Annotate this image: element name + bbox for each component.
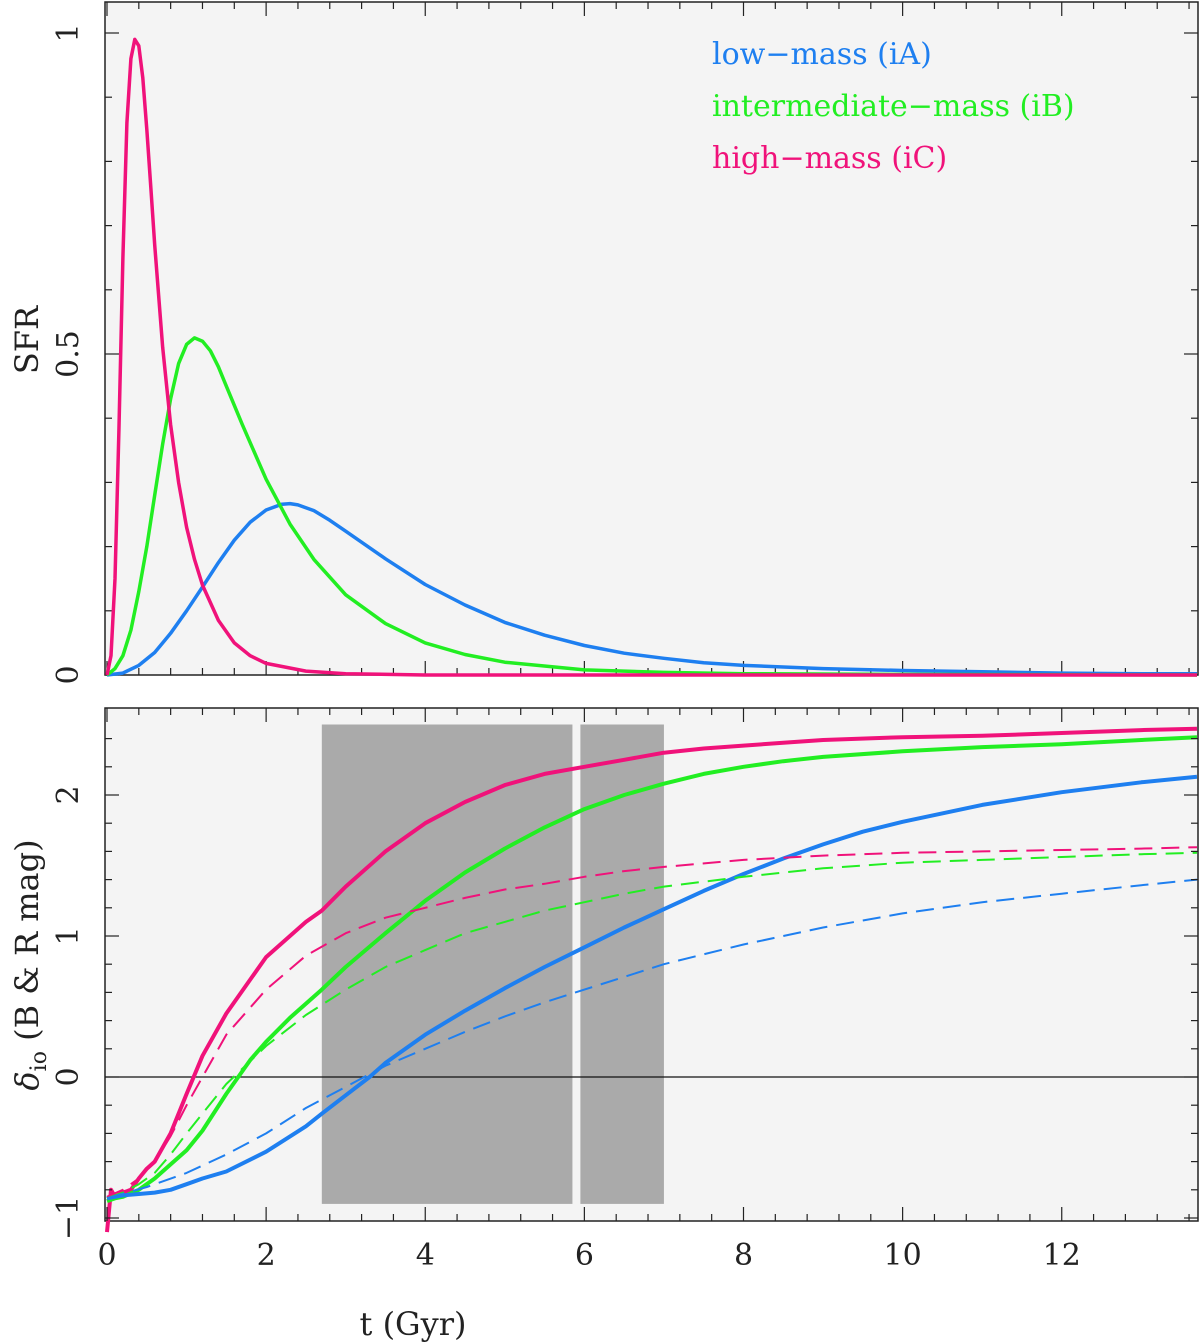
delta-y-tick-labels: −1 0 1 2 (51, 785, 86, 1240)
delta-subscript: io (27, 1051, 52, 1071)
sfr-y-axis-label: SFR (8, 305, 46, 374)
delta-symbol: δ (8, 1071, 46, 1090)
x-tick-labels: 0 2 4 6 8 10 12 (97, 1238, 1080, 1273)
legend-entry-intermediate-mass-ib: intermediate−mass (iB) (712, 89, 1075, 124)
delta-y-tick-label: 2 (51, 785, 86, 804)
delta-y-axis-label: δio (B & R mag) (8, 839, 52, 1090)
sfr-panel-background (104, 1, 1199, 676)
shaded-region (321, 724, 573, 1204)
delta-y-tick-label: 1 (51, 926, 86, 945)
x-axis-label: t (Gyr) (360, 1305, 467, 1343)
chart-legend: low−mass (iA) intermediate−mass (iB) high−… (712, 37, 1075, 176)
sfr-panel: 00.51 SFR low−mass (iA)intermediate−mass… (8, 1, 1199, 685)
delta-line-high-mass-ic-dashed (106, 846, 1198, 1198)
shaded-regions (321, 724, 664, 1204)
x-tick-label: 12 (1043, 1238, 1081, 1273)
sfr-line-low-mass-ia (106, 501, 1197, 677)
x-tick-label: 10 (884, 1238, 922, 1273)
delta-line-intermediate-mass-ib-solid (106, 735, 1198, 1203)
delta-label-rest: (B & R mag) (8, 839, 46, 1051)
sfr-y-tick-label: 1 (51, 23, 86, 42)
delta-y-tick-label: −1 (51, 1196, 86, 1240)
sfr-line-high-mass-ic (105, 37, 1197, 677)
sfr-line-intermediate-mass-ib (105, 336, 1198, 677)
x-tick-label: 0 (97, 1238, 116, 1273)
delta-series-group (105, 726, 1198, 1233)
delta-line-intermediate-mass-ib-dashed (106, 851, 1198, 1200)
x-tick-label: 8 (734, 1238, 753, 1273)
delta-panel-ticks (105, 708, 1198, 1221)
legend-entry-low-mass-ia: low−mass (iA) (712, 37, 932, 72)
sfr-y-tick-label: 0 (51, 665, 86, 684)
delta-line-low-mass-ia-solid (106, 774, 1198, 1201)
delta-line-low-mass-ia-dashed (106, 878, 1198, 1200)
sfr-y-tick-label: 0.5 (51, 330, 86, 378)
legend-entry-high-mass-ic: high−mass (iC) (712, 141, 947, 176)
x-tick-label: 2 (257, 1238, 276, 1273)
sfr-y-tick-labels: 00.51 (51, 23, 86, 684)
x-tick-label: 4 (416, 1238, 435, 1273)
delta-y-tick-label: 0 (51, 1067, 86, 1086)
sfr-series-group (105, 37, 1198, 677)
x-tick-label: 6 (575, 1238, 594, 1273)
